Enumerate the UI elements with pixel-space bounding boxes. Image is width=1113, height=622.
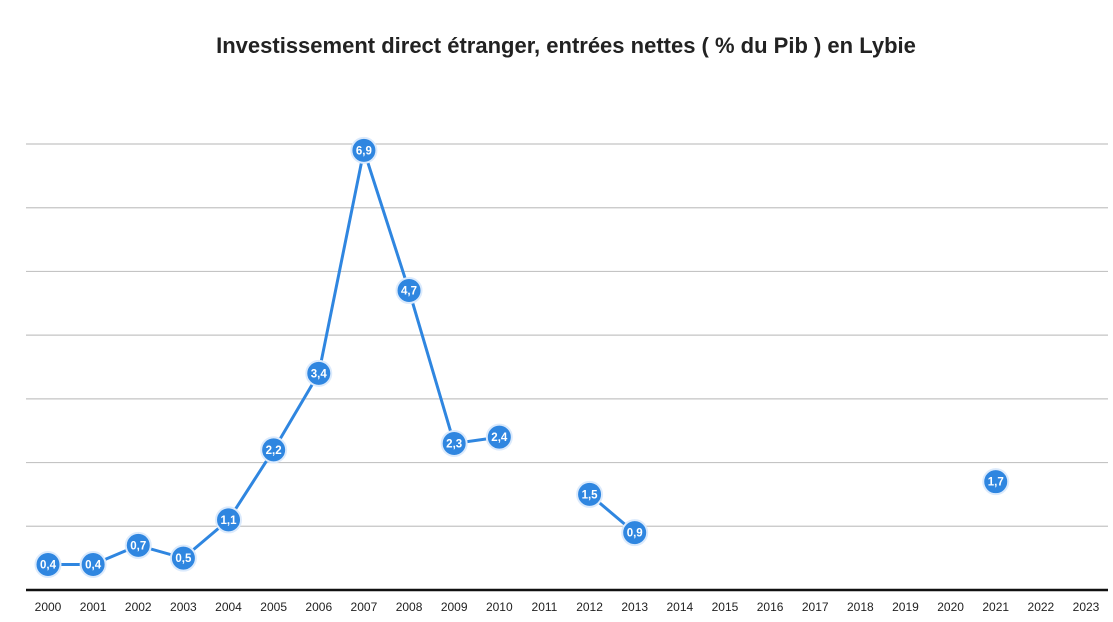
x-tick-label: 2008 xyxy=(396,600,423,614)
x-tick-label: 2011 xyxy=(532,600,558,614)
marker xyxy=(260,436,288,464)
x-tick-label: 2020 xyxy=(937,600,964,614)
marker xyxy=(440,429,468,457)
x-tick-label: 2005 xyxy=(260,600,287,614)
x-tick-label: 2023 xyxy=(1073,600,1100,614)
marker xyxy=(621,519,649,547)
x-tick-label: 2022 xyxy=(1028,600,1055,614)
marker xyxy=(124,531,152,559)
data-label: 0,7 xyxy=(130,540,146,552)
x-tick-label: 2010 xyxy=(486,600,513,614)
data-label: 2,3 xyxy=(446,438,462,450)
x-tick-label: 2001 xyxy=(80,600,107,614)
chart-title: Investissement direct étranger, entrées … xyxy=(216,33,916,58)
x-tick-label: 2009 xyxy=(441,600,468,614)
marker xyxy=(982,468,1010,496)
x-tick-label: 2006 xyxy=(305,600,332,614)
data-label: 4,7 xyxy=(401,286,417,298)
marker xyxy=(169,544,197,572)
x-tick-label: 2014 xyxy=(666,600,693,614)
data-label: 0,5 xyxy=(175,553,192,565)
data-label: 6,9 xyxy=(356,145,372,157)
x-tick-label: 2007 xyxy=(351,600,378,614)
x-tick-label: 2016 xyxy=(757,600,784,614)
data-label: 3,4 xyxy=(311,368,328,380)
x-tick-label: 2017 xyxy=(802,600,829,614)
marker xyxy=(350,136,378,164)
x-tick-label: 2021 xyxy=(982,600,1009,614)
x-tick-label: 2004 xyxy=(215,600,242,614)
x-tick-label: 2015 xyxy=(712,600,739,614)
marker xyxy=(395,277,423,305)
marker xyxy=(215,506,243,534)
marker xyxy=(485,423,513,451)
x-tick-label: 2013 xyxy=(621,600,648,614)
data-label: 0,4 xyxy=(40,560,57,572)
x-tick-label: 2003 xyxy=(170,600,197,614)
x-tick-label: 2012 xyxy=(576,600,603,614)
x-tick-label: 2000 xyxy=(35,600,62,614)
data-label: 0,4 xyxy=(85,560,102,572)
data-label: 1,1 xyxy=(221,515,238,527)
marker xyxy=(576,480,604,508)
data-label: 1,7 xyxy=(988,477,1004,489)
marker xyxy=(79,551,107,579)
marker xyxy=(305,359,333,387)
x-tick-label: 2018 xyxy=(847,600,874,614)
data-label: 2,2 xyxy=(266,445,282,457)
data-label: 1,5 xyxy=(582,489,599,501)
x-tick-label: 2002 xyxy=(125,600,152,614)
data-label: 0,9 xyxy=(627,528,643,540)
data-label: 2,4 xyxy=(491,432,508,444)
marker xyxy=(34,551,62,579)
x-tick-label: 2019 xyxy=(892,600,919,614)
